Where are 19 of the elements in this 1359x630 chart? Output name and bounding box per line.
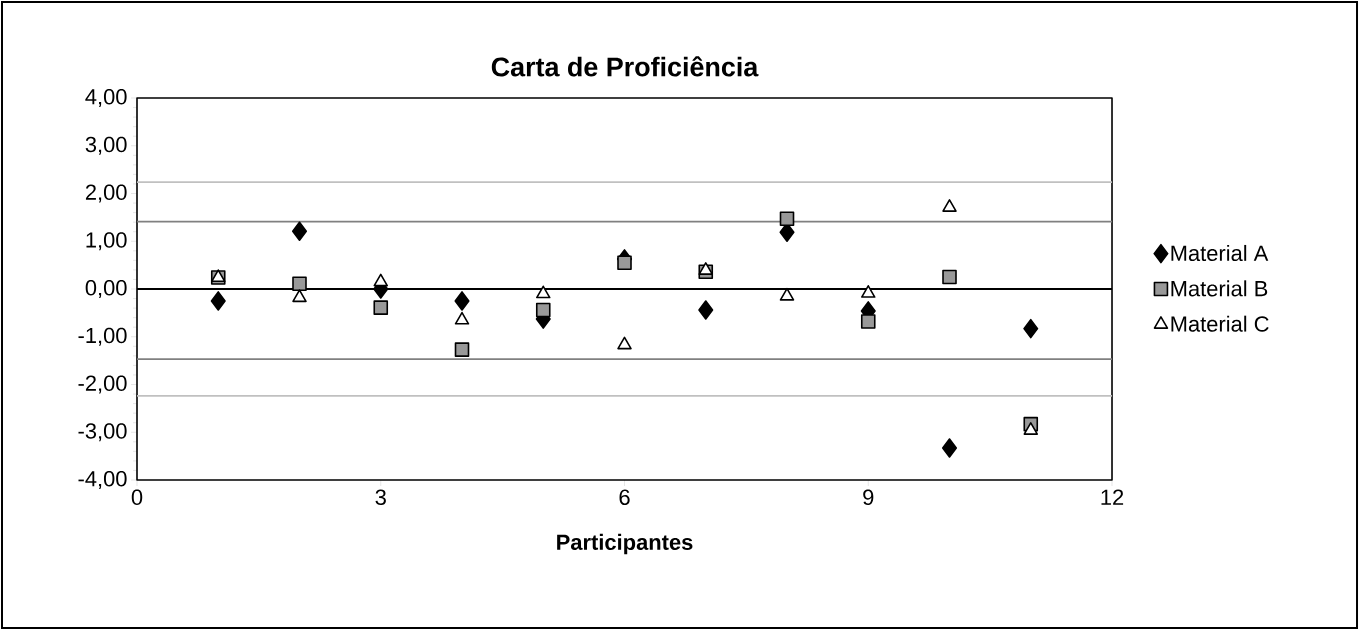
x-tick-label: 9 [863, 489, 874, 506]
chart-title: Carta de Proficiência [491, 56, 759, 77]
y-tick-label: -3,00 [78, 423, 127, 442]
legend-label: Material A [1171, 244, 1269, 262]
x-tick-label: 12 [1101, 489, 1124, 505]
y-tick-label: 1,00 [86, 232, 127, 251]
y-tick-label: 3,00 [85, 136, 127, 155]
y-tick-label: -2,00 [78, 375, 127, 394]
y-tick-label: -1,00 [78, 327, 127, 346]
x-axis-title: Participantes [557, 533, 693, 555]
y-tick-label: 2,00 [85, 184, 127, 203]
legend-label: Material C [1171, 315, 1269, 332]
y-tick-label: 0,00 [85, 279, 127, 299]
y-tick-label: -4,00 [78, 470, 127, 490]
legend-label: Material B [1171, 280, 1268, 297]
x-tick-label: 3 [375, 489, 386, 506]
x-tick-label: 0 [131, 489, 143, 506]
y-tick-label: 4,00 [85, 88, 127, 108]
x-tick-label: 6 [619, 489, 630, 506]
